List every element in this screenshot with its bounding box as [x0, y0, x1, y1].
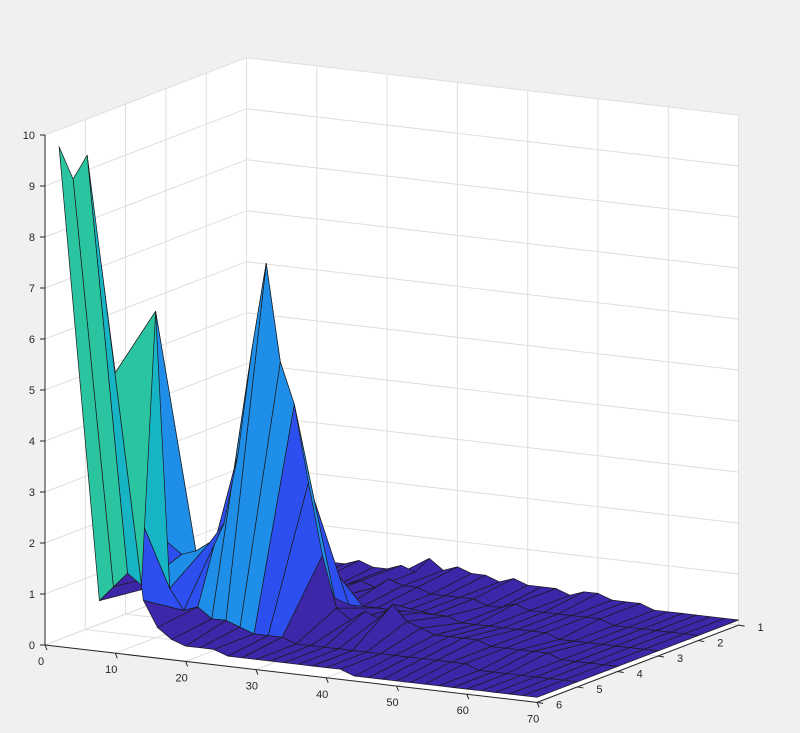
grid-line-z: [44, 57, 739, 136]
x-tick-mark: [114, 653, 118, 659]
surface-mesh: [58, 146, 739, 698]
x-tick-label: 50: [386, 697, 398, 709]
z-tick-label: 2: [29, 538, 35, 550]
x-tick-mark: [44, 644, 48, 651]
x-tick-mark: [325, 677, 329, 683]
x-tick-label: 40: [316, 689, 328, 701]
z-tick-label: 9: [29, 181, 35, 193]
grid-line-z: [44, 210, 739, 289]
x-tick-label: 70: [527, 713, 539, 725]
x-tick-mark: [255, 669, 259, 675]
y-tick-label: 5: [596, 684, 602, 696]
x-tick-label: 60: [457, 705, 469, 717]
y-tick-label: 1: [758, 622, 764, 634]
grid-line-z: [44, 261, 739, 340]
z-tick-label: 5: [29, 385, 35, 397]
grid-line-z: [44, 108, 739, 187]
x-tick-mark: [466, 694, 470, 700]
y-tick-mark: [698, 640, 705, 643]
grid-line-z: [44, 159, 739, 238]
y-tick-label: 4: [637, 668, 643, 680]
z-tick-label: 8: [29, 232, 35, 244]
y-tick-mark: [617, 670, 624, 673]
z-tick-label: 4: [29, 436, 35, 448]
z-tick-label: 6: [29, 334, 35, 346]
y-tick-mark: [537, 701, 544, 704]
x-tick-mark: [536, 702, 540, 708]
y-tick-mark: [738, 624, 745, 627]
z-tick-label: 10: [23, 130, 35, 142]
x-tick-mark: [396, 685, 399, 692]
y-axis-line: [536, 624, 739, 703]
y-tick-label: 2: [717, 638, 723, 650]
y-tick-label: 3: [677, 653, 683, 665]
x-tick-label: 20: [175, 672, 187, 684]
z-tick-label: 3: [29, 487, 35, 499]
x-axis-line: [44, 644, 538, 703]
y-tick-label: 6: [556, 699, 562, 711]
z-tick-label: 0: [29, 640, 35, 652]
z-tick-label: 7: [29, 283, 35, 295]
x-tick-label: 30: [246, 681, 258, 693]
y-tick-mark: [657, 655, 665, 658]
x-tick-mark: [185, 661, 189, 667]
z-tick-label: 1: [29, 589, 35, 601]
x-tick-label: 0: [38, 656, 44, 668]
surface-patch: [58, 146, 114, 601]
y-tick-mark: [577, 686, 584, 689]
x-tick-label: 10: [105, 664, 117, 676]
